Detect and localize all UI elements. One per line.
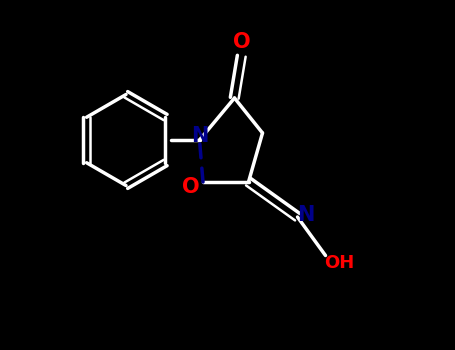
Text: N: N bbox=[298, 205, 315, 225]
Text: O: O bbox=[182, 177, 200, 197]
Text: OH: OH bbox=[324, 253, 354, 272]
Text: O: O bbox=[233, 32, 250, 52]
Text: N: N bbox=[191, 126, 208, 147]
